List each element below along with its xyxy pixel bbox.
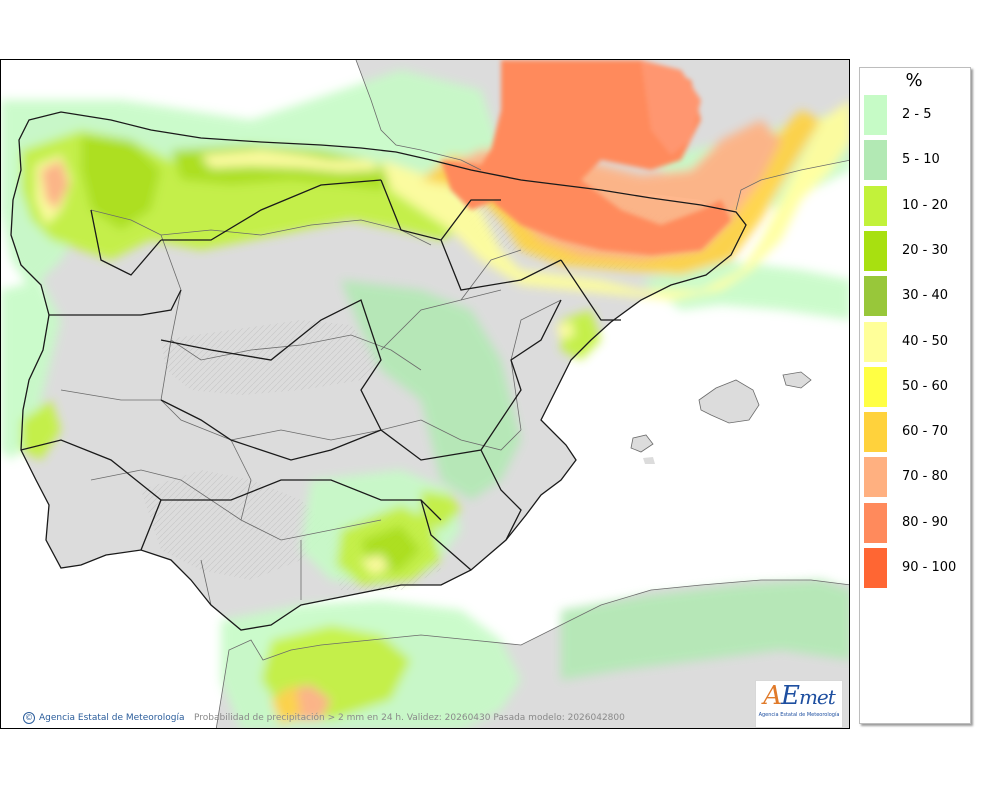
legend-label: 70 - 80 (902, 469, 949, 485)
legend-label: 80 - 90 (902, 514, 949, 530)
aemet-logo: AEmet Agencia Estatal de Meteorología (755, 680, 843, 728)
map-canvas (1, 60, 849, 728)
probability-overlay (1, 60, 849, 728)
legend-item: 10 - 20 (864, 185, 968, 226)
legend-item: 2 - 5 (864, 95, 968, 135)
legend-swatch (864, 185, 887, 226)
legend-item: 5 - 10 (864, 140, 968, 181)
legend-label: 5 - 10 (902, 152, 940, 168)
legend-swatch (864, 502, 887, 543)
mallorca-land (699, 380, 759, 423)
legend-swatch (864, 95, 887, 135)
legend-swatch (864, 548, 887, 588)
legend-label: 40 - 50 (902, 333, 949, 349)
legend-label: 2 - 5 (902, 107, 932, 122)
legend-title: % (905, 70, 923, 91)
legend-item: 80 - 90 (864, 502, 968, 543)
legend-item: 40 - 50 (864, 321, 968, 362)
legend-swatch (864, 230, 887, 271)
province-borders (60, 209, 562, 606)
precipitation-map: © Agencia Estatal de Meteorología Probab… (0, 59, 850, 729)
legend-panel: % 2 - 5 5 - 10 10 - 20 20 - 30 30 - 40 40 - 5… (859, 67, 971, 724)
legend-label: 90 - 100 (902, 560, 957, 575)
aemet-logo-mark: AEmet (763, 681, 836, 711)
legend-label: 50 - 60 (902, 378, 949, 394)
legend-item: 50 - 60 (864, 366, 968, 407)
legend-item: 20 - 30 (864, 230, 968, 271)
formentera-land (643, 457, 655, 464)
legend-item: 60 - 70 (864, 412, 968, 453)
legend-swatch (864, 140, 887, 181)
aemet-logo-subtext: Agencia Estatal de Meteorología (758, 712, 840, 718)
coast-lines (215, 60, 849, 728)
legend-label: 30 - 40 (902, 288, 949, 304)
legend-label: 10 - 20 (902, 197, 949, 213)
legend-swatch (864, 366, 887, 407)
legend-swatch (864, 321, 887, 362)
legend-swatch (864, 276, 887, 317)
ibiza-land (631, 435, 653, 452)
agency-credit-text: Agencia Estatal de Meteorología (39, 713, 185, 723)
legend-item: 90 - 100 (864, 548, 968, 588)
legend-label: 60 - 70 (902, 424, 949, 440)
legend-item: 70 - 80 (864, 457, 968, 498)
legend-swatch (864, 412, 887, 453)
agency-credit: © Agencia Estatal de Meteorología (23, 712, 185, 724)
copyright-icon: © (23, 712, 35, 724)
legend-item: 30 - 40 (864, 276, 968, 317)
menorca-land (783, 372, 811, 388)
map-caption: Probabilidad de precipitación > 2 mm en … (194, 713, 625, 723)
legend-swatch (864, 457, 887, 498)
legend-label: 20 - 30 (902, 242, 949, 258)
region-borders (10, 111, 747, 631)
